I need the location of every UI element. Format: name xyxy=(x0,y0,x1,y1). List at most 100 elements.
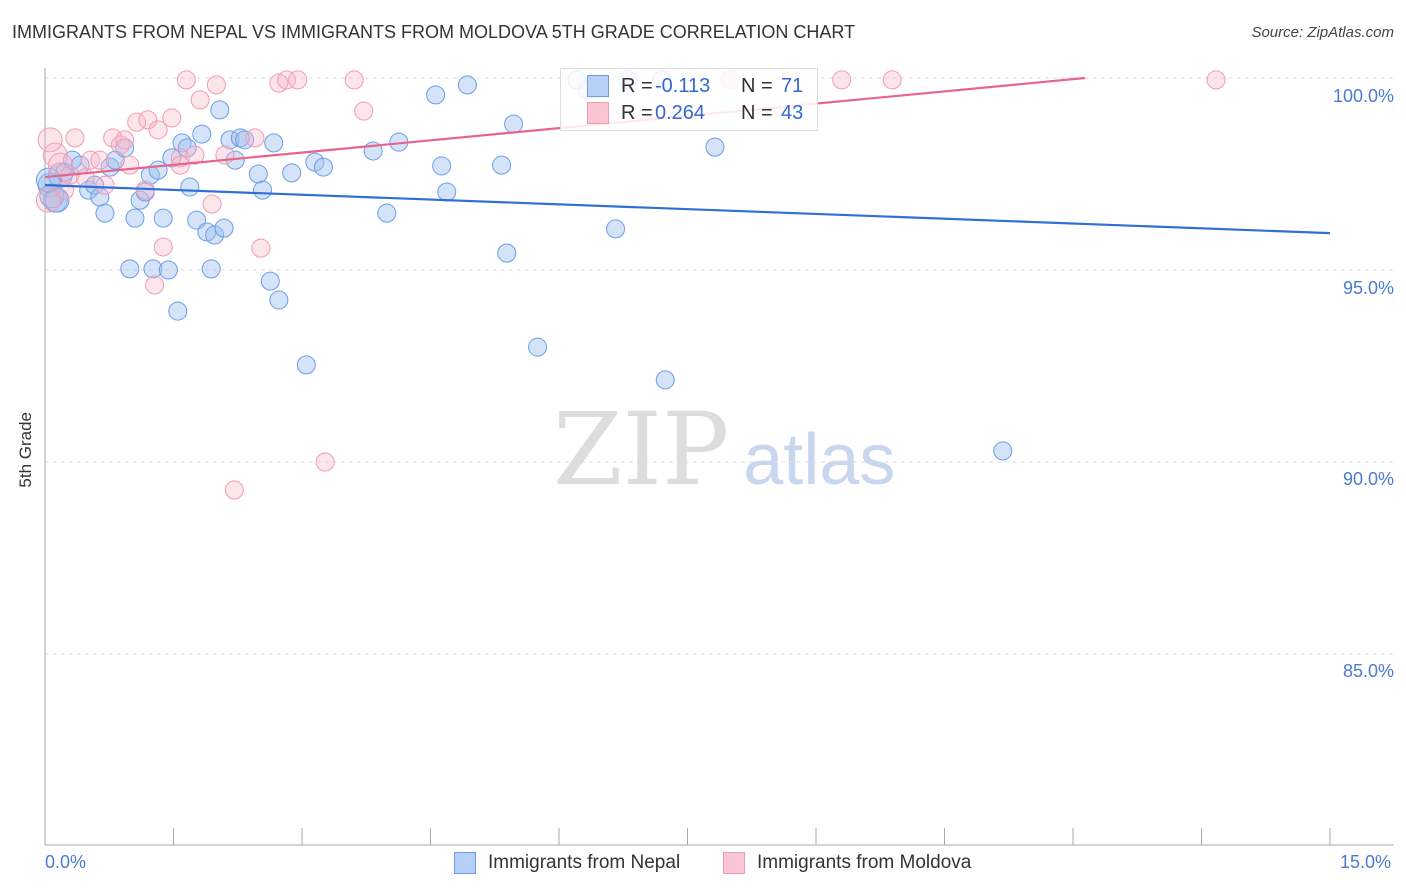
nepal-point xyxy=(148,160,168,180)
legend-item-moldova[interactable]: Immigrants from Moldova xyxy=(723,852,971,874)
nepal-point xyxy=(248,164,268,184)
moldova-point xyxy=(120,155,140,175)
moldova-point xyxy=(35,187,61,213)
nepal-point xyxy=(168,301,188,321)
moldova-point xyxy=(206,75,226,95)
nepal-point xyxy=(253,180,273,200)
moldova-point xyxy=(288,70,308,90)
nepal-point xyxy=(492,155,512,175)
moldova-point xyxy=(1206,70,1226,90)
n-label: N = xyxy=(741,101,773,124)
r-label: R = xyxy=(621,101,653,124)
stats-legend: R = -0.113 N = 71 R = 0.264 N = 43 xyxy=(560,68,818,131)
nepal-point xyxy=(264,133,284,153)
moldova-point xyxy=(344,70,364,90)
nepal-point xyxy=(158,260,178,280)
moldova-point xyxy=(90,150,110,170)
nepal-point xyxy=(177,138,197,158)
nepal-point xyxy=(210,100,230,120)
moldova-point xyxy=(202,194,222,214)
moldova-point xyxy=(882,70,902,90)
moldova-point xyxy=(277,70,297,90)
y-tick-label: 90.0% xyxy=(1342,469,1394,489)
moldova-point xyxy=(315,452,335,472)
y-tick-label: 100.0% xyxy=(1332,86,1394,106)
moldova-point xyxy=(832,70,852,90)
moldova-point xyxy=(95,175,115,195)
watermark: ZIP atlas xyxy=(553,400,895,500)
nepal-point xyxy=(606,219,626,239)
nepal-point xyxy=(269,290,289,310)
watermark-atlas: atlas xyxy=(743,420,896,500)
x-tick-label: 0.0% xyxy=(45,852,87,872)
nepal-point xyxy=(497,243,517,263)
n-label: N = xyxy=(741,74,773,97)
nepal-point xyxy=(201,259,221,279)
nepal-legend-swatch xyxy=(454,852,476,874)
nepal-point xyxy=(85,175,105,195)
moldova-point xyxy=(185,145,205,165)
nepal-r-value: -0.113 xyxy=(655,74,711,97)
nepal-point xyxy=(377,203,397,223)
nepal-point xyxy=(313,157,333,177)
moldova-point xyxy=(162,108,182,128)
nepal-point xyxy=(205,225,225,245)
legend-item-nepal[interactable]: Immigrants from Nepal xyxy=(454,852,680,874)
nepal-point xyxy=(437,182,457,202)
r-label: R = xyxy=(621,74,653,97)
moldova-point xyxy=(115,130,135,150)
nepal-point xyxy=(192,124,212,144)
nepal-swatch xyxy=(587,75,609,97)
nepal-point xyxy=(993,441,1013,461)
moldova-point xyxy=(224,480,244,500)
chart-title: IMMIGRANTS FROM NEPAL VS IMMIGRANTS FROM… xyxy=(12,22,856,42)
legend-row-moldova: R = 0.264 N = 43 xyxy=(587,101,803,125)
moldova-point xyxy=(245,128,265,148)
y-tick-label: 95.0% xyxy=(1342,278,1394,298)
moldova-point xyxy=(47,152,73,178)
x-tick-label: 15.0% xyxy=(1340,852,1392,872)
moldova-r-value: 0.264 xyxy=(655,101,706,124)
moldova-point xyxy=(148,120,168,140)
nepal-point xyxy=(143,259,163,279)
watermark-zip: ZIP xyxy=(553,391,730,508)
moldova-point xyxy=(176,70,196,90)
moldova-point xyxy=(138,110,158,130)
nepal-point xyxy=(655,370,675,390)
nepal-point xyxy=(214,218,234,238)
moldova-point xyxy=(153,237,173,257)
moldova-n-value: 43 xyxy=(781,101,804,124)
legend-label: Immigrants from Nepal xyxy=(488,852,681,873)
nepal-point xyxy=(260,271,280,291)
nepal-point xyxy=(153,208,173,228)
nepal-point xyxy=(180,177,200,197)
moldova-point xyxy=(190,90,210,110)
moldova-legend-swatch xyxy=(723,852,745,874)
y-axis-label: 5th Grade xyxy=(16,412,35,488)
moldova-point xyxy=(127,112,147,132)
nepal-point xyxy=(504,114,524,134)
nepal-point xyxy=(120,259,140,279)
moldova-point xyxy=(269,73,289,93)
moldova-point xyxy=(145,275,165,295)
nepal-n-value: 71 xyxy=(781,74,804,97)
nepal-point xyxy=(528,337,548,357)
moldova-point xyxy=(37,127,63,153)
nepal-point xyxy=(95,203,115,223)
nepal-point xyxy=(457,75,477,95)
moldova-point xyxy=(354,101,374,121)
source-label: Source: ZipAtlas.com xyxy=(1251,24,1394,41)
legend-label: Immigrants from Moldova xyxy=(757,852,972,873)
nepal-point xyxy=(426,85,446,105)
moldova-point xyxy=(65,128,85,148)
nepal-point xyxy=(282,163,302,183)
nepal-point xyxy=(432,156,452,176)
legend-row-nepal: R = -0.113 N = 71 xyxy=(587,74,803,98)
moldova-point xyxy=(251,238,271,258)
nepal-point xyxy=(296,355,316,375)
moldova-swatch xyxy=(587,102,609,124)
moldova-point xyxy=(103,128,123,148)
y-tick-label: 85.0% xyxy=(1342,661,1394,681)
nepal-point xyxy=(125,208,145,228)
nepal-point xyxy=(39,183,65,209)
